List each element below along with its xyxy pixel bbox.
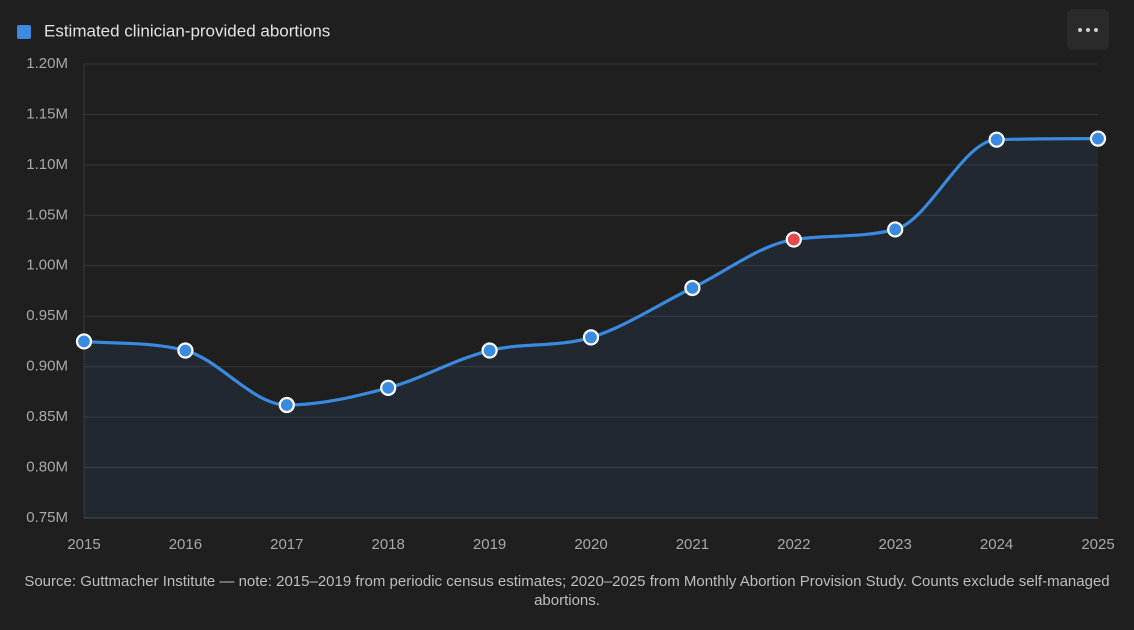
area	[84, 138, 1098, 518]
data-point	[582, 329, 600, 346]
x-tick-label: 2017	[270, 536, 303, 553]
menu-button[interactable]	[1067, 9, 1109, 50]
y-tick-label: 1.00M	[26, 257, 68, 274]
data-point	[481, 342, 498, 359]
x-tick-label: 2023	[879, 536, 912, 553]
legend-label: Estimated clinician-provided abortions	[44, 21, 330, 40]
y-tick-label: 0.75M	[26, 509, 68, 526]
data-point	[1089, 130, 1107, 147]
y-tick-label: 1.15M	[26, 105, 68, 122]
menu-dot[interactable]	[1086, 28, 1090, 32]
x-tick-label: 2025	[1081, 536, 1114, 553]
menu-dot[interactable]	[1094, 28, 1098, 32]
y-tick-label: 1.10M	[26, 156, 68, 173]
data-point	[684, 279, 701, 297]
x-tick-label: 2015	[67, 536, 100, 553]
y-tick-label: 0.90M	[26, 358, 68, 375]
x-tick-label: 2019	[473, 536, 506, 553]
data-point	[887, 221, 904, 238]
x-tick-label: 2024	[980, 536, 1013, 553]
data-point	[177, 342, 194, 359]
menu-dot[interactable]	[1078, 28, 1082, 32]
y-tick-label: 1.20M	[26, 55, 68, 72]
data-point	[785, 231, 802, 248]
x-tick-label: 2022	[777, 536, 810, 553]
y-tick-label: 0.80M	[26, 459, 68, 476]
source-note: Source: Guttmacher Institute — note: 201…	[24, 573, 1110, 609]
data-point	[75, 333, 93, 350]
x-tick-label: 2020	[574, 536, 607, 553]
chart: 0.75M 0.80M 0.85M 0.90M 0.95M 1.00M 1.05M 1.10M…	[17, 9, 1115, 553]
data-point	[278, 396, 295, 414]
legend-swatch	[17, 25, 31, 39]
x-tick-label: 2021	[676, 536, 709, 553]
y-tick-label: 1.05M	[26, 206, 68, 223]
data-point	[988, 131, 1005, 148]
data-point	[380, 379, 397, 396]
y-tick-label: 0.85M	[26, 408, 68, 425]
y-tick-label: 0.95M	[26, 307, 68, 324]
x-tick-label: 2018	[372, 536, 405, 553]
x-tick-label: 2016	[169, 536, 202, 553]
